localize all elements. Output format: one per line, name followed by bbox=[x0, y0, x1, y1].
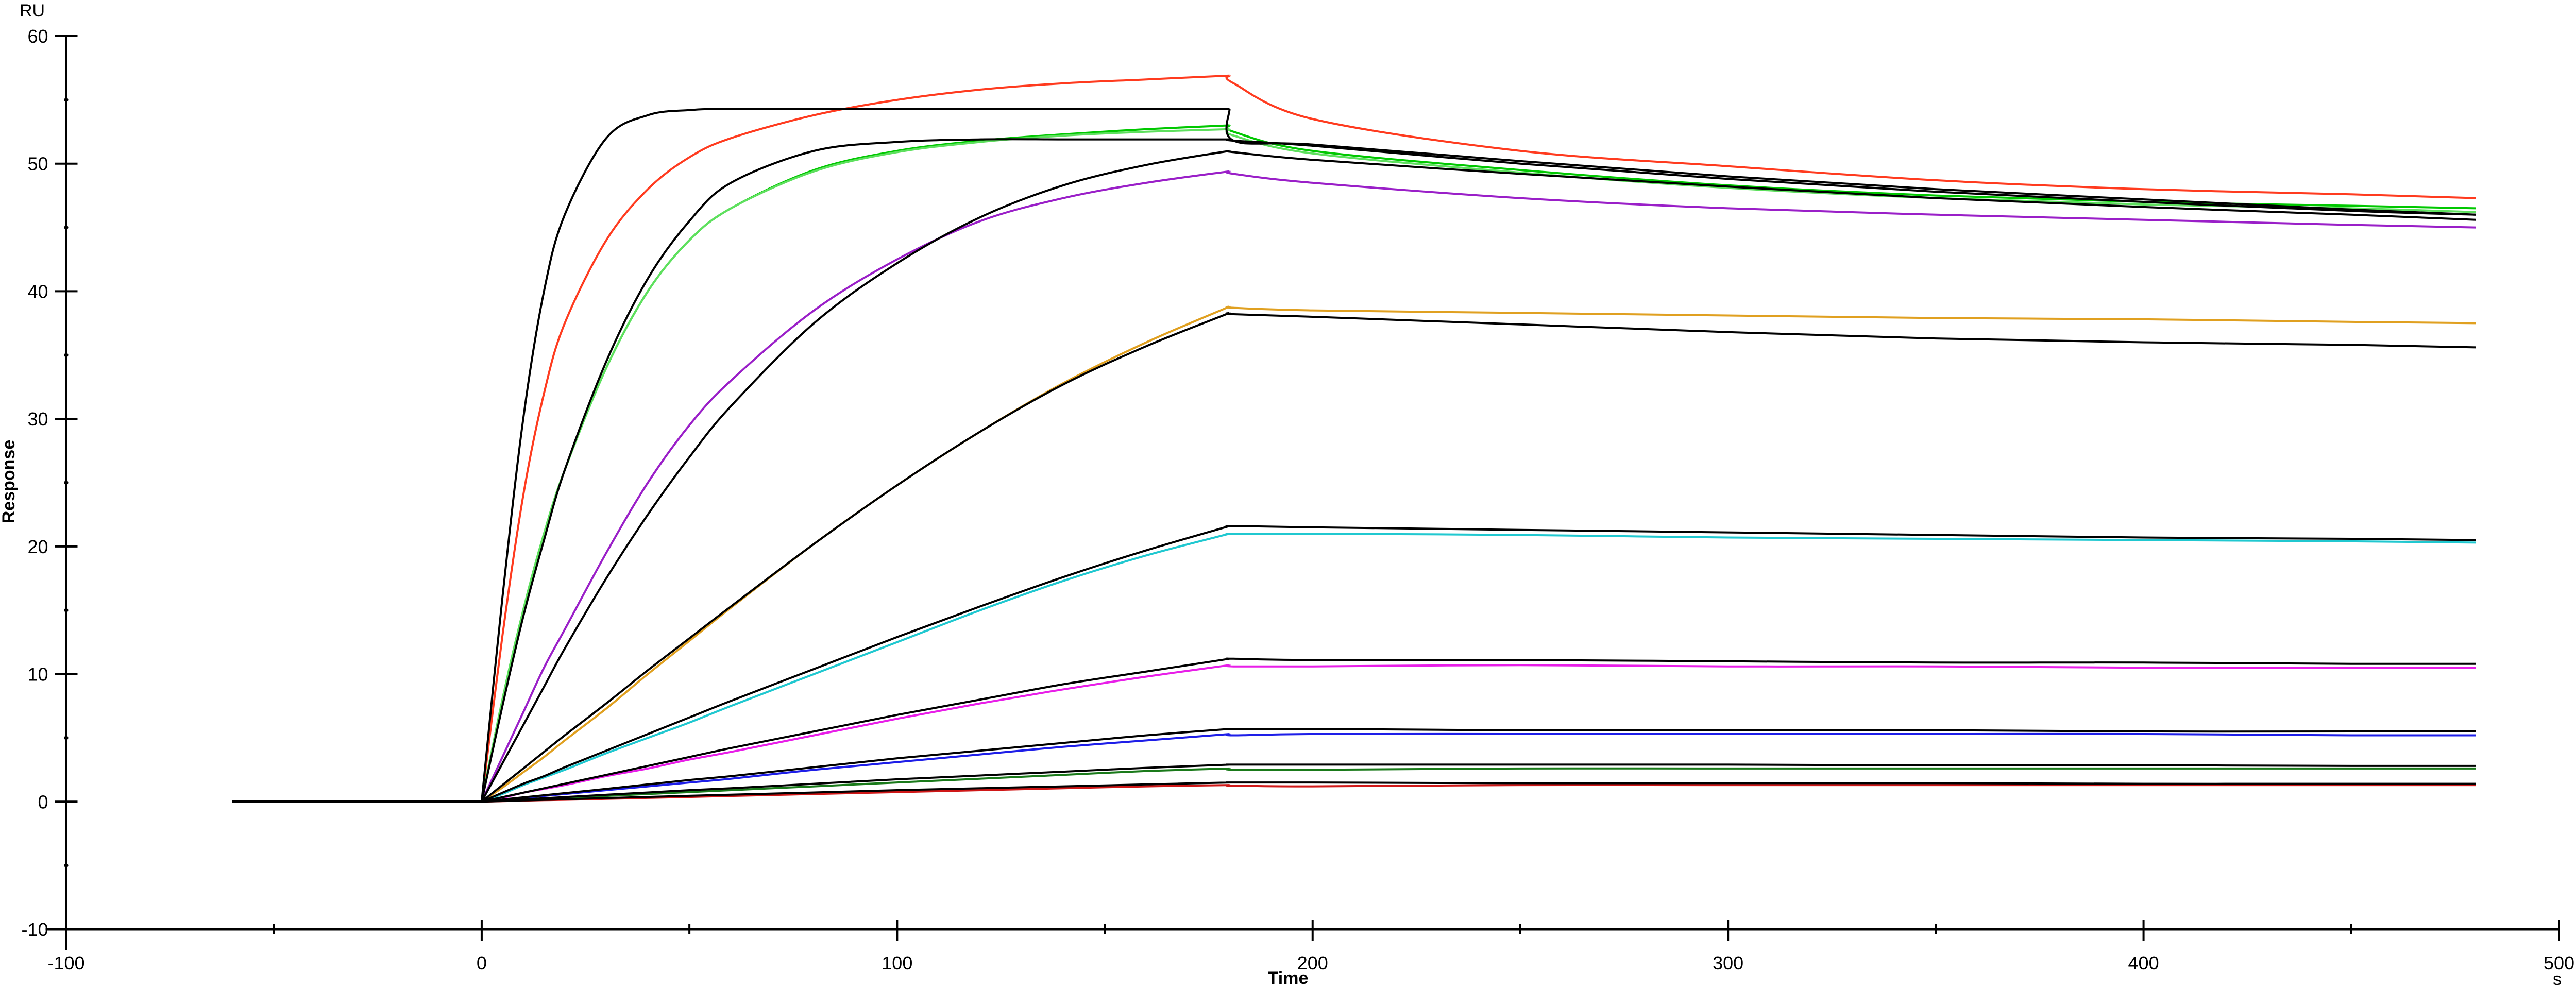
curve-fit-9 bbox=[232, 781, 2476, 803]
curve-data-1 bbox=[232, 74, 2476, 803]
y-unit-label: RU bbox=[20, 1, 45, 21]
y-tick-label: 60 bbox=[27, 26, 48, 47]
x-tick-label: 400 bbox=[2128, 952, 2159, 974]
x-tick-label: 100 bbox=[882, 952, 912, 974]
y-minor-tick bbox=[64, 225, 69, 230]
x-axis-title: Time bbox=[1268, 968, 1309, 988]
curve-fit-2 bbox=[232, 138, 2476, 803]
y-tick-label: 0 bbox=[38, 791, 48, 812]
y-tick-label: 40 bbox=[27, 281, 48, 302]
curve-fit-5 bbox=[232, 525, 2476, 803]
series-lines bbox=[232, 74, 2476, 803]
y-minor-tick bbox=[64, 863, 69, 868]
x-tick-label: 500 bbox=[2544, 952, 2574, 974]
y-minor-tick bbox=[64, 736, 69, 740]
x-tick-label: -100 bbox=[47, 952, 84, 974]
y-axis-title: Response bbox=[0, 440, 19, 524]
y-tick-label: 20 bbox=[27, 536, 48, 557]
y-tick-label: 30 bbox=[27, 408, 48, 430]
curve-fit-3 bbox=[232, 149, 2476, 803]
y-minor-tick bbox=[64, 97, 69, 102]
curve-data-2b bbox=[232, 128, 2476, 803]
curve-data-2 bbox=[232, 124, 2476, 803]
y-tick-label: 10 bbox=[27, 664, 48, 685]
curve-data-4 bbox=[232, 305, 2476, 803]
y-minor-tick bbox=[64, 481, 69, 485]
x-tick-label: 300 bbox=[1713, 952, 1743, 974]
y-tick-label: 50 bbox=[27, 154, 48, 175]
x-tick-label: 0 bbox=[477, 952, 487, 974]
y-minor-tick bbox=[64, 353, 69, 357]
y-tick-label: -10 bbox=[21, 919, 48, 940]
curve-data-3 bbox=[232, 170, 2476, 803]
x-tick-label: 200 bbox=[1297, 952, 1328, 974]
y-minor-tick bbox=[64, 608, 69, 612]
x-unit-label: s bbox=[2553, 969, 2562, 989]
